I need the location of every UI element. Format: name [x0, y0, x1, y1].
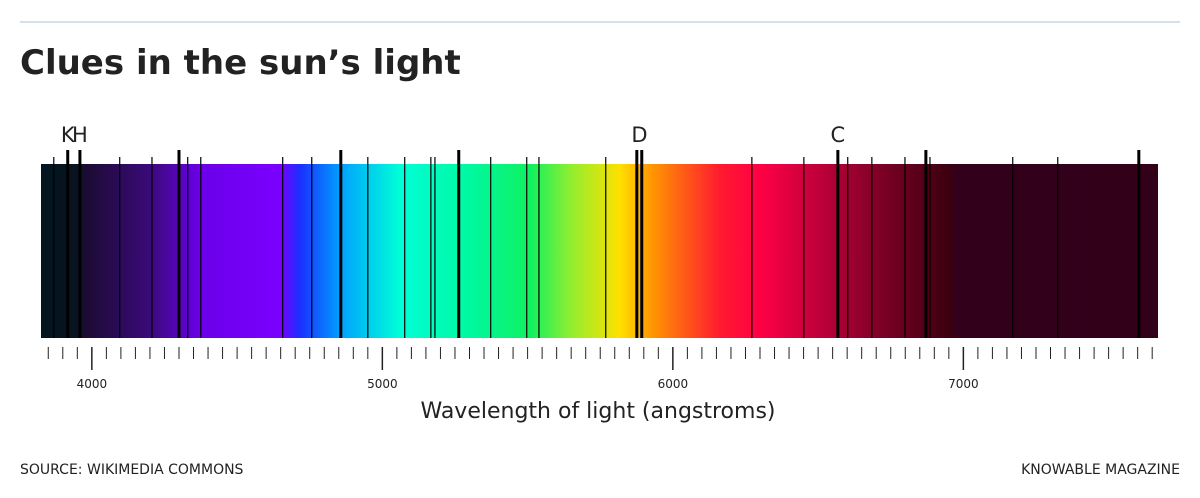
line-label: C — [831, 123, 846, 147]
source: SOURCE: WIKIMEDIA COMMONS — [20, 462, 244, 478]
credit: KNOWABLE MAGAZINE — [1021, 462, 1180, 478]
spectrum-band — [41, 164, 1158, 338]
x-tick-label: 7000 — [948, 377, 979, 391]
chart-title: Clues in the sun’s light — [20, 43, 461, 83]
line-label: D — [631, 123, 647, 147]
x-tick-label: 4000 — [77, 377, 108, 391]
x-axis-title: Wavelength of light (angstroms) — [420, 399, 775, 424]
x-tick-label: 6000 — [658, 377, 689, 391]
line-label: H — [72, 123, 88, 147]
line-label: K — [61, 123, 76, 147]
x-tick-label: 5000 — [367, 377, 398, 391]
